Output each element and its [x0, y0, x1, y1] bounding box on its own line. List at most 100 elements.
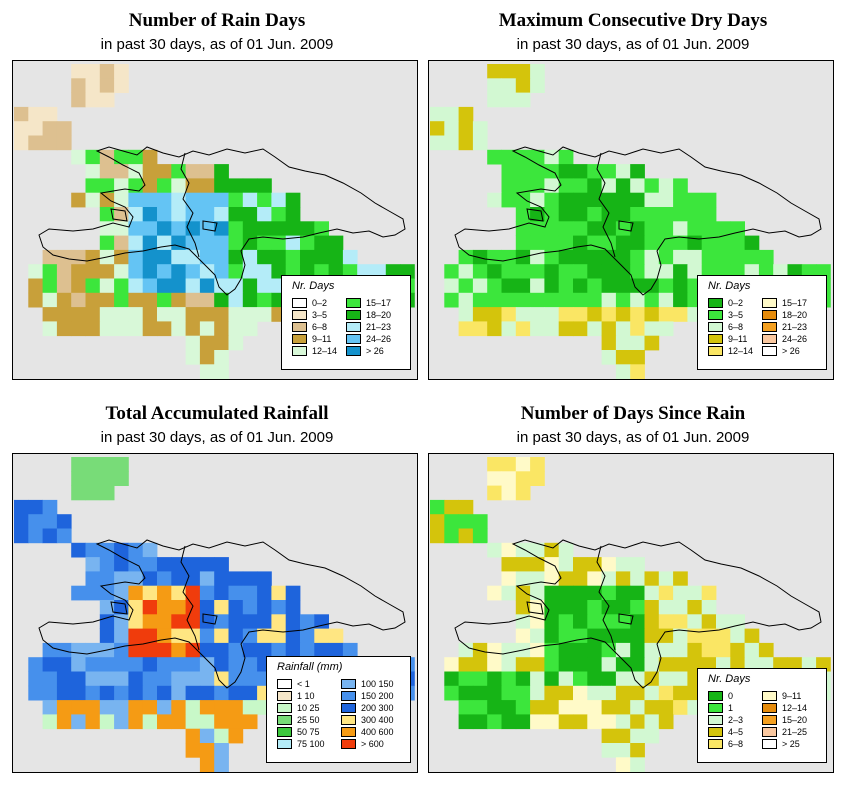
- grid-cell: [257, 278, 272, 294]
- lake-outline: [526, 601, 634, 625]
- legend: Rainfall (mm) < 1 1 10 10 25 25 50 50 75…: [266, 656, 411, 763]
- grid-cell: [558, 249, 574, 265]
- grid-cell: [42, 514, 58, 529]
- grid-cell: [644, 728, 660, 744]
- grid-cell: [285, 235, 301, 251]
- grid-cell: [314, 235, 329, 251]
- grid-cell: [644, 192, 660, 208]
- grid-cell: [615, 321, 631, 337]
- grid-cell: [501, 714, 517, 730]
- grid-cell: [530, 557, 545, 572]
- grid-cell: [558, 600, 574, 615]
- grid-cell: [185, 192, 201, 208]
- grid-cell: [673, 671, 688, 687]
- grid-cell: [257, 571, 272, 587]
- grid-cell: [71, 321, 86, 337]
- grid-cell: [271, 249, 287, 265]
- grid-cell: [271, 585, 287, 601]
- grid-cell: [42, 499, 58, 515]
- grid-cell: [71, 192, 86, 208]
- grid-cell: [71, 671, 86, 687]
- grid-cell: [644, 642, 660, 658]
- grid-cell: [228, 221, 244, 236]
- grid-cell: [14, 499, 29, 515]
- grid-cell: [530, 307, 545, 322]
- grid-cell: [242, 307, 258, 322]
- grid-cell: [658, 628, 674, 644]
- grid-cell: [458, 514, 474, 529]
- legend-swatch: [762, 334, 777, 344]
- grid-cell: [228, 700, 244, 715]
- grid-cell: [28, 292, 43, 308]
- grid-cell: [142, 714, 158, 730]
- grid-cell: [630, 571, 645, 587]
- grid-cell: [99, 614, 115, 629]
- grid-cell: [658, 600, 674, 615]
- grid-cell: [487, 321, 502, 337]
- grid-cell: [587, 292, 602, 308]
- grid-cell: [530, 657, 545, 672]
- grid-cell: [71, 685, 86, 701]
- grid-cell: [716, 628, 731, 644]
- grid-cell: [587, 307, 602, 322]
- grid-cell: [530, 628, 545, 644]
- grid-cell: [142, 700, 158, 715]
- grid-cell: [285, 585, 301, 601]
- grid-cell: [444, 671, 459, 687]
- grid-cell: [85, 64, 101, 79]
- grid-cell: [716, 221, 731, 236]
- grid-cell: [99, 714, 115, 730]
- grid-cell: [644, 307, 660, 322]
- grid-cell: [185, 642, 201, 658]
- legend-swatch: [708, 703, 723, 713]
- grid-cell: [630, 249, 645, 265]
- grid-cell: [515, 557, 531, 572]
- grid-cell: [472, 700, 488, 715]
- grid-cell: [544, 714, 560, 730]
- grid-cell: [558, 657, 574, 672]
- grid-cell: [601, 264, 617, 279]
- grid-cell: [615, 642, 631, 658]
- grid-cell: [242, 700, 258, 715]
- grid-cell: [558, 700, 574, 715]
- grid-cell: [458, 121, 474, 136]
- grid-cell: [99, 485, 115, 501]
- grid-cell: [128, 585, 144, 601]
- grid-cell: [487, 642, 502, 658]
- grid-cell: [328, 249, 344, 265]
- grid-cell: [701, 642, 717, 658]
- grid-cell: [758, 642, 774, 658]
- grid-cell: [314, 642, 329, 658]
- grid-cell: [501, 642, 517, 658]
- grid-cell: [99, 164, 115, 179]
- grid-cell: [242, 278, 258, 294]
- grid-cell: [544, 178, 560, 194]
- legend-swatch: [341, 679, 356, 689]
- grid-cell: [615, 164, 631, 179]
- grid-cell: [99, 78, 115, 93]
- grid-cell: [501, 557, 517, 572]
- grid-cell: [744, 642, 760, 658]
- grid-cell: [42, 278, 58, 294]
- grid-cell: [214, 700, 229, 715]
- grid-cell: [28, 106, 43, 122]
- grid-cell: [644, 249, 660, 265]
- grid-cell: [630, 192, 645, 208]
- grid-cell: [157, 321, 172, 337]
- grid-cell: [615, 221, 631, 236]
- grid-cell: [214, 235, 229, 251]
- grid-cell: [185, 628, 201, 644]
- grid-cell: [99, 457, 115, 472]
- grid-cell: [56, 121, 72, 136]
- grid-cell: [630, 600, 645, 615]
- grid-cell: [142, 671, 158, 687]
- grid-cell: [615, 178, 631, 194]
- grid-cell: [472, 292, 488, 308]
- grid-cell: [114, 78, 129, 93]
- grid-cell: [515, 149, 531, 165]
- grid-cell: [615, 757, 631, 772]
- grid-cell: [530, 278, 545, 294]
- grid-cell: [687, 614, 703, 629]
- grid-cell: [314, 249, 329, 265]
- grid-cell: [242, 600, 258, 615]
